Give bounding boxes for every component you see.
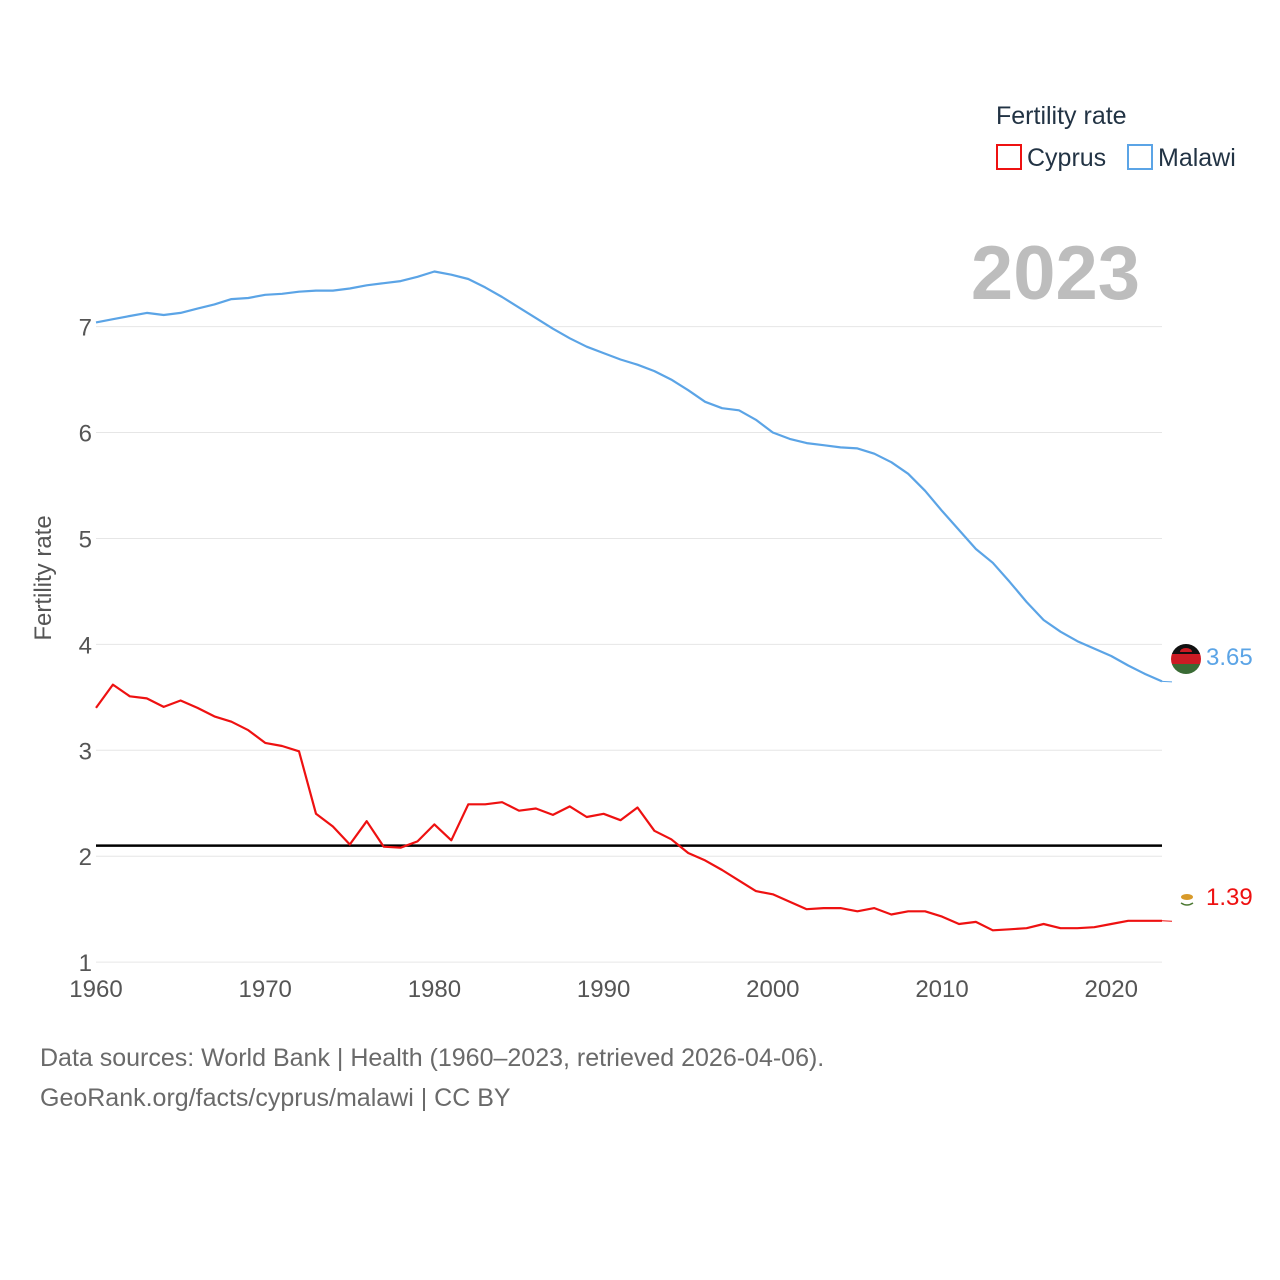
x-tick-label: 1960: [69, 976, 122, 1003]
legend-title: Fertility rate: [996, 102, 1127, 130]
attribution-link[interactable]: GeoRank.org/facts/cyprus/malawi | CC BY: [40, 1084, 511, 1112]
connector-cyprus: [1161, 920, 1173, 922]
malawi-end-label: 3.65: [1206, 644, 1253, 671]
fertility-rate-chart: 1 2 3 4 5 6 7 1960 1970 1980 1990 2000 2010 2020 Fer…: [30, 102, 1253, 1003]
data-source-note: Data sources: World Bank | Health (1960–…: [40, 1044, 825, 1072]
legend-swatch-malawi: [1127, 144, 1153, 170]
y-tick-label: 6: [79, 421, 92, 448]
y-tick-label: 1: [79, 950, 92, 977]
x-tick-label: 2020: [1085, 976, 1138, 1003]
series-line-malawi: [95, 270, 1163, 683]
y-tick-label: 7: [79, 315, 92, 342]
series-lines: [95, 270, 1173, 932]
cyprus-end-label: 1.39: [1206, 884, 1253, 911]
y-tick-label: 4: [79, 632, 92, 659]
y-tick-label: 2: [79, 844, 92, 871]
connector-malawi: [1161, 680, 1173, 683]
legend-label-malawi: Malawi: [1158, 144, 1236, 172]
y-tick-label: 5: [79, 526, 92, 553]
y-axis-label: Fertility rate: [30, 515, 57, 640]
legend: Fertility rate Cyprus Malawi: [996, 102, 1236, 172]
y-tick-label: 3: [79, 738, 92, 765]
gridlines: [96, 326, 1162, 963]
malawi-flag-icon: [1171, 644, 1201, 674]
x-tick-label: 2000: [746, 976, 799, 1003]
x-tick-label: 1990: [577, 976, 630, 1003]
series-line-cyprus: [95, 683, 1162, 932]
y-axis-ticks: 1 2 3 4 5 6 7: [79, 315, 92, 977]
cyprus-flag-icon: [1174, 887, 1198, 911]
legend-swatch-cyprus: [996, 144, 1022, 170]
year-display: 2023: [971, 231, 1140, 316]
x-tick-label: 1970: [239, 976, 292, 1003]
x-tick-label: 2010: [915, 976, 968, 1003]
x-axis-ticks: 1960 1970 1980 1990 2000 2010 2020: [69, 976, 1138, 1003]
x-tick-label: 1980: [408, 976, 461, 1003]
legend-label-cyprus: Cyprus: [1027, 144, 1106, 172]
